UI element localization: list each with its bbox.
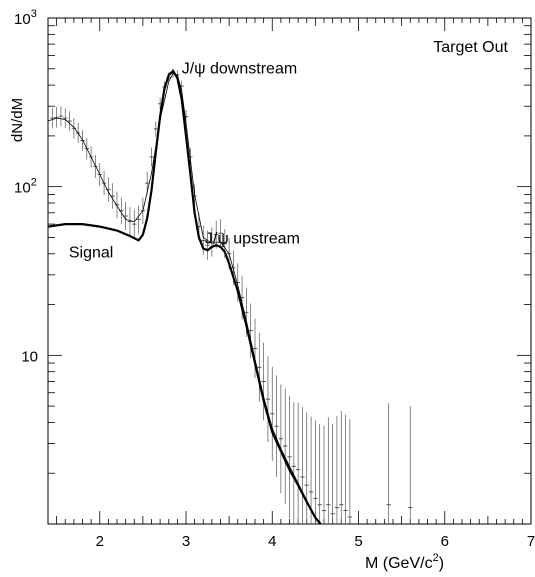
x-axis-label: M (GeV/c2) — [365, 552, 444, 572]
data-point — [123, 202, 128, 230]
data-point — [270, 366, 275, 461]
data-point — [308, 416, 314, 524]
data-point — [283, 388, 288, 504]
data-point — [291, 402, 296, 524]
data-point — [127, 207, 133, 237]
data-point — [278, 384, 284, 494]
x-tick-label: 4 — [268, 533, 276, 550]
x-axis-label-superscript: 2 — [433, 552, 439, 564]
x-tick-label: 6 — [441, 533, 449, 550]
data-point — [58, 106, 64, 126]
data-point — [149, 147, 154, 167]
data-point — [330, 424, 335, 524]
data-point — [67, 111, 72, 131]
data-point — [63, 108, 68, 128]
y-tick-label: 10 — [21, 348, 38, 365]
data-point — [334, 415, 340, 524]
x-tick-label: 7 — [527, 533, 535, 550]
data-point — [261, 342, 266, 421]
data-point — [132, 209, 137, 239]
annotation-label: Signal — [69, 245, 113, 262]
y-tick-label: 102 — [14, 177, 37, 197]
data-point — [114, 191, 120, 219]
x-tick-label: 2 — [96, 533, 104, 550]
x-tick-label: 5 — [354, 533, 362, 550]
x-axis-label-close: ) — [439, 555, 444, 572]
y-axis-tick-labels: 10 102 103 — [14, 8, 38, 365]
y-axis-ticks — [48, 17, 531, 525]
x-axis-ticks — [47, 18, 532, 524]
data-point — [214, 220, 219, 249]
data-points-layer — [50, 68, 413, 524]
data-point — [153, 121, 158, 137]
data-point — [274, 375, 279, 477]
data-point — [50, 107, 55, 129]
y-tick-label: 103 — [14, 8, 37, 28]
data-point — [343, 414, 348, 524]
data-point — [295, 402, 301, 524]
signal-curve — [47, 69, 322, 525]
data-point — [386, 403, 391, 524]
x-axis-label-main: M (GeV/c — [365, 555, 433, 572]
data-point — [326, 417, 331, 524]
data-point — [136, 205, 141, 234]
x-tick-label: 3 — [182, 533, 190, 550]
background-fit-line — [47, 72, 321, 525]
data-point — [54, 107, 59, 128]
data-point — [339, 410, 344, 524]
annotation-label: J/ψ upstream — [205, 231, 300, 248]
data-point — [252, 318, 258, 379]
data-point — [300, 406, 305, 524]
data-point — [205, 230, 210, 260]
data-point — [265, 356, 271, 443]
data-point — [321, 425, 327, 524]
y-axis-label: dN/dM — [9, 98, 26, 142]
data-point — [257, 332, 262, 402]
annotations: Target Out J/ψ downstream J/ψ upstream Sign… — [69, 39, 509, 262]
annotation-label: J/ψ downstream — [182, 60, 297, 77]
data-point — [347, 419, 353, 524]
data-point — [201, 225, 206, 255]
data-point — [71, 118, 77, 139]
data-point — [317, 424, 322, 524]
data-point — [287, 395, 292, 518]
data-point — [408, 406, 413, 524]
annotation-label: Target Out — [433, 39, 508, 56]
x-axis-tick-labels: 2 3 4 5 6 7 — [96, 533, 535, 550]
data-point — [304, 412, 309, 524]
data-point — [313, 420, 318, 524]
